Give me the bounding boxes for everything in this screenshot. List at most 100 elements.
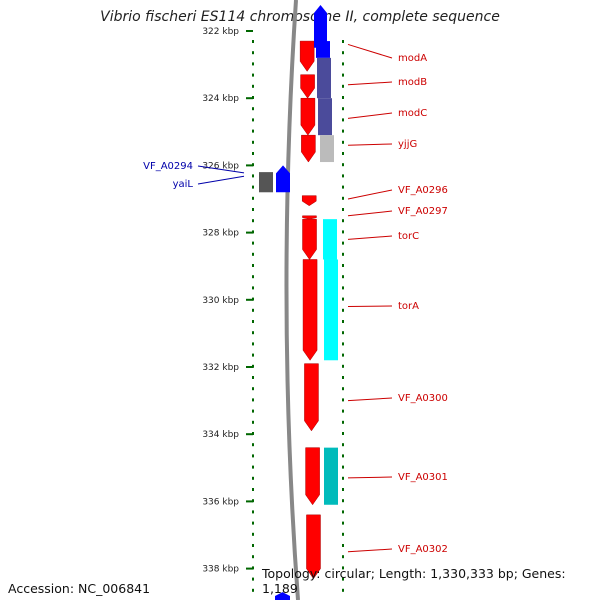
guide-dot-left <box>252 62 254 66</box>
guide-dot-right <box>342 588 344 592</box>
gene-arrow-vf_a0296[interactable] <box>301 195 317 207</box>
guide-dot-right <box>342 320 344 323</box>
gene-arrow-yail[interactable] <box>276 165 290 193</box>
gene-arrow-reverse-bottom[interactable] <box>275 592 290 600</box>
guide-dot-left <box>252 185 254 189</box>
guide-dot-left <box>252 532 254 536</box>
gene-label-moda[interactable]: modA <box>398 53 427 64</box>
guide-dot-left <box>252 73 254 77</box>
guide-dot-left <box>252 219 254 223</box>
guide-dot-right <box>342 465 344 469</box>
gene-label-vf_a0294[interactable]: VF_A0294 <box>143 161 193 172</box>
guide-dot-right <box>342 129 344 133</box>
scale-tick-label: 326 kbp <box>202 161 239 171</box>
gene-label-vf_a0300[interactable]: VF_A0300 <box>398 393 448 404</box>
scale-tick <box>246 366 253 368</box>
guide-dot-right <box>342 252 344 256</box>
gene-label-yjjg[interactable]: yjjG <box>398 139 417 150</box>
guide-dot-right <box>342 62 344 66</box>
scale-tick <box>246 97 253 100</box>
gene-arrow-reverse-top[interactable] <box>314 5 327 48</box>
guide-dot-right <box>342 566 344 570</box>
gene-arrow-vf_a0301[interactable] <box>305 447 320 506</box>
scale-tick-label: 322 kbp <box>202 27 239 37</box>
accession-label: Accession: NC_006841 <box>8 581 151 596</box>
guide-dot-left <box>252 521 254 525</box>
guide-dot-right <box>342 163 344 167</box>
guide-dot-right <box>342 219 344 223</box>
scale-tick <box>246 433 253 436</box>
scale-tick-label: 336 kbp <box>202 497 239 507</box>
guide-dot-left <box>252 465 254 469</box>
guide-dot-right <box>342 420 344 424</box>
guide-dot-right <box>342 510 344 514</box>
gene-arrow-modb[interactable] <box>300 74 315 99</box>
guide-dot-left <box>252 476 254 480</box>
gene-arrow-moda[interactable] <box>299 40 315 72</box>
scale-tick <box>246 231 253 234</box>
gene-label-modb[interactable]: modB <box>398 77 427 88</box>
gene-label-tora[interactable]: torA <box>398 301 419 312</box>
gene-arrow-yjjg[interactable] <box>301 134 316 163</box>
gene-label-torc[interactable]: torC <box>398 231 419 242</box>
scale-tick <box>246 30 253 32</box>
label-leader-line <box>347 305 393 308</box>
guide-dot-left <box>252 342 254 346</box>
guide-dot-right <box>342 286 344 290</box>
scale-tick <box>246 164 253 167</box>
gene-label-yail[interactable]: yaiL <box>173 179 194 190</box>
guide-dot-left <box>252 118 254 122</box>
gene-arrow-vf_a0300[interactable] <box>304 363 319 432</box>
gene-label-vf_a0302[interactable]: VF_A0302 <box>398 544 448 555</box>
cog-bar-tora[interactable] <box>324 259 338 361</box>
guide-dot-left <box>252 420 254 424</box>
guide-dot-left <box>252 544 254 547</box>
guide-dot-left <box>252 588 254 592</box>
gene-arrow-vf_a0302[interactable] <box>306 514 321 580</box>
label-leader-line <box>347 112 393 119</box>
gene-label-vf_a0296[interactable]: VF_A0296 <box>398 185 448 196</box>
summary-label: Topology: circular; Length: 1,330,333 bp… <box>262 566 566 596</box>
cog-bar-vf-a0301[interactable] <box>324 447 338 505</box>
guide-dot-right <box>342 275 344 279</box>
guide-dot-right <box>342 107 344 111</box>
guide-dot-right <box>342 488 344 491</box>
label-leader-line <box>347 476 393 479</box>
gene-label-modc[interactable]: modC <box>398 108 427 119</box>
scale-tick <box>246 298 253 301</box>
guide-dot-left <box>252 376 254 379</box>
guide-dot-left <box>252 555 254 559</box>
guide-dot-right <box>342 454 344 458</box>
guide-dot-left <box>252 129 254 133</box>
gene-arrow-vf_a0297[interactable] <box>302 215 317 220</box>
cog-bar-yjjg[interactable] <box>320 135 334 163</box>
gene-label-vf_a0301[interactable]: VF_A0301 <box>398 472 448 483</box>
guide-dot-left <box>252 398 254 402</box>
guide-dot-left <box>252 51 254 55</box>
guide-dot-right <box>342 544 344 547</box>
cog-bar-modb[interactable] <box>317 57 331 99</box>
guide-dot-right <box>342 308 344 312</box>
guide-dot-left <box>252 40 254 43</box>
guide-dot-left <box>252 454 254 458</box>
scale-tick-label: 338 kbp <box>202 565 239 575</box>
guide-dot-right <box>342 342 344 346</box>
guide-dot-left <box>252 84 254 88</box>
cog-bar-modc[interactable] <box>318 98 332 136</box>
backbone-arc <box>284 0 300 600</box>
guide-dot-left <box>252 577 254 581</box>
gene-arrow-vf-a0294[interactable] <box>259 172 273 193</box>
guide-dot-left <box>252 241 254 245</box>
guide-dot-left <box>252 443 254 447</box>
guide-dot-left <box>252 320 254 323</box>
gene-arrow-tora[interactable] <box>302 259 318 361</box>
cog-bar-torc[interactable] <box>323 219 337 260</box>
guide-dot-right <box>342 40 344 43</box>
label-leader-line <box>347 235 393 240</box>
label-leader-line <box>347 548 393 553</box>
gene-arrow-torc[interactable] <box>302 218 317 260</box>
gene-label-vf_a0297[interactable]: VF_A0297 <box>398 206 448 217</box>
gene-arrow-modc[interactable] <box>300 97 316 136</box>
